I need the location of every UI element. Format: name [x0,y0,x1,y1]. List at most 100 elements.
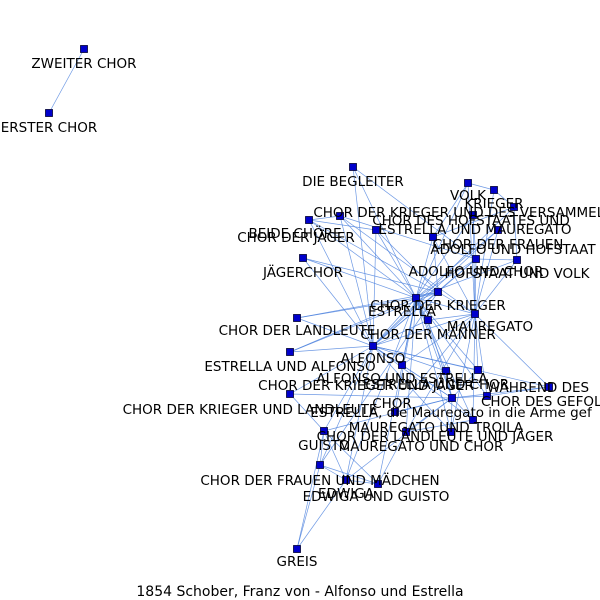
node-alfonso [369,342,377,350]
node-label-estrella-in-die-arme: ESTRELLA, die Mauregato in die Arme gef [310,405,593,421]
node-label-adolfo-chor: ADOLFO UND CHOR [409,264,544,280]
edge-chor-chor-landleute-jager [450,397,453,433]
node-label-die-begleiter: DIE BEGLEITER [302,174,404,190]
node-die-begleiter [349,163,357,171]
edge-chor-gefolges-estrella [415,297,488,397]
node-label-estrella: ESTRELLA [368,304,437,320]
node-label-krieger: KRIEGER [464,196,523,212]
label-layer: ZWEITER CHOR ERSTER CHOR DIE BEGLEITER VOLK… [1,56,600,570]
edge-chor-jager-alfonso [372,229,377,347]
edge-chor-landleute-jager-mauregato [450,313,476,433]
node-label-chor-krieger-versammelten: CHOR DER KRIEGER UND DES VERSAMMELTEN VO… [313,205,600,221]
node-label-edwiga-guisto: EDWIGA UND GUISTO [303,489,450,505]
edge-alfonso-chor-landleute-jager [372,345,452,433]
node-chor-landleute [293,314,301,322]
diagram-caption: 1854 Schober, Franz von - Alfonso und Es… [136,584,463,600]
node-beide-chore [305,216,313,224]
node-label-estrella-mauregato: ESTRELLA UND MAUREGATO [379,222,572,238]
edge-beide-chore-chor-der-krieger [308,219,439,293]
edge-guisto-greis [296,430,325,550]
edge-chor-guisto [323,397,453,432]
node-krieger [490,186,498,194]
edge-mauregato-chor-manner [427,313,476,321]
node-chor-der-krieger [434,288,442,296]
node-label-beide-chore: BEIDE CHÖRE [248,224,341,242]
node-label-adolfo-hofstaat: ADOLFO UND HOFSTAAT [430,242,596,258]
edge-chor-krieger-landleute-guisto [289,393,325,432]
edge-estrella-alfonso-estrella [289,297,417,353]
node-adolfo-hofstaat [429,233,437,241]
edge-mauregato-mauregato-chor [405,313,476,433]
node-zweiter-chor [80,45,88,53]
edge-adolfo-chor-chor-der-krieger [437,258,477,293]
node-label-chor-hofstaates: CHOR DES HOFSTAATES UND [372,213,570,229]
edge-chor-krieger-versammelten-alfonso [372,206,515,347]
edge-alfonso-chor-krieger-landleute [289,345,374,395]
node-estrella [412,294,420,302]
edge-edwiga-guisto-estrella [377,297,417,485]
edge-chor-krieger-jager-chor [445,370,453,399]
node-label-mauregato-chor: MAUREGATO UND CHOR [339,439,504,455]
node-label-chor-gefolges: CHOR DES GEFOLGES [481,394,600,410]
node-label-chor-landleute-jager: CHOR DER LANDLEUTE UND JÄGER [317,427,554,445]
edge-chor-frauen-madchen-edwiga [319,464,347,481]
edge-hofstaat-volk-estrella [415,259,518,299]
edge-edwiga-estrella [345,297,417,481]
node-chor-jager [372,226,380,234]
edge-estrella-chor-mauregato [474,313,479,371]
edge-hofstaat-volk-adolfo-chor [475,258,518,261]
edge-alfonso-mauregato-troila [372,345,474,421]
edge-beide-chore-alfonso [308,219,374,347]
node-erster-chor [45,109,53,117]
node-label-erster-chor: ERSTER CHOR [1,120,98,136]
edge-guisto-chor-frauen-madchen [319,430,325,466]
edge-chor-frauen-madchen-greis [296,464,321,550]
edge-mauregato-troila-mauregato-chor [405,419,474,433]
edge-jagerchor-chor-der-krieger [302,257,439,293]
edge-guisto-edwiga-guisto [323,430,379,485]
edge-adolfo-hofstaat-mauregato [432,236,476,315]
edge-estrella-chor [415,297,453,399]
edge-zweiter-chor-erster-chor [48,48,85,114]
edge-adolfo-chor-mauregato [474,258,477,315]
edge-alfonso-edwiga [345,345,374,481]
edge-chor-landleute-alfonso [296,317,374,347]
node-volk [464,179,472,187]
node-label-wahrend-des: WÄHREND DES [487,378,589,396]
edge-chor-manner-alfonso [372,319,429,347]
node-label-alfonso: ALFONSO [341,351,405,367]
node-layer [45,45,553,553]
edge-chor-frauen-alfonso [372,229,499,347]
node-jagerchor [299,254,307,262]
node-label-greis: GREIS [277,554,318,570]
node-label-mauregato-troila: MAUREGATO UND TROILA [349,420,524,436]
node-label-chor-frauen: CHOR DER FRAUEN [433,237,564,253]
edge-jagerchor-alfonso [302,257,374,347]
edge-chor-hofstaates-estrella [415,214,474,299]
node-label-edwiga: EDWIGA [318,486,375,502]
node-estrella-chor [474,366,482,374]
edge-estrella-mauregato-adolfo-chor [339,215,477,260]
edge-chor-krieger-versammelten-hofstaat-volk [513,206,518,261]
edge-mauregato-chor-edwiga-guisto [377,431,407,485]
node-label-mauregato: MAUREGATO [447,319,533,335]
node-chor-frauen [494,226,502,234]
edge-estrella-mauregato [415,297,476,315]
node-label-estrella-alfonso: ESTRELLA UND ALFONSO [204,359,375,375]
edge-estrella-in-die-arme-estrella [394,297,417,413]
edge-estrella-chor-chor [451,369,479,399]
edge-adolfo-hofstaat-estrella [415,236,434,299]
edge-chor-edwiga [345,397,453,481]
edge-wahrend-des-chor [451,386,550,399]
edge-mauregato-chor-estrella [405,297,417,433]
edge-estrella-mauregato-estrella [339,215,417,299]
node-chor [448,394,456,402]
edge-estrella-mauregato-alfonso [339,215,374,347]
node-label-hofstaat-volk: HOFSTAAT UND VOLK [444,266,590,282]
edge-mauregato-chor-gefolges [474,313,488,397]
node-label-chor-frauen-madchen: CHOR DER FRAUEN UND MÄDCHEN [200,471,439,489]
edge-beide-chore-estrella [308,219,417,299]
edge-chor-frauen-mauregato [474,229,499,315]
node-chor-krieger-landleute [286,390,294,398]
